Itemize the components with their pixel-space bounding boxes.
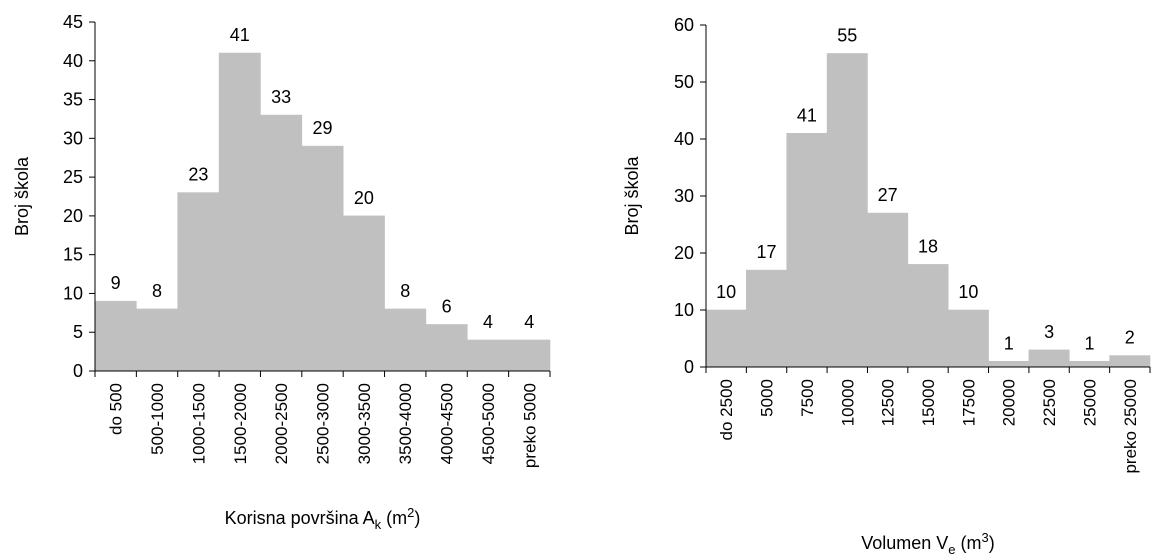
data-label: 17 bbox=[757, 242, 777, 262]
y-tick-label: 10 bbox=[674, 300, 694, 320]
x-tick-label: 7500 bbox=[798, 379, 817, 417]
bar-25000 bbox=[1068, 360, 1110, 368]
bar-do-2500 bbox=[705, 309, 747, 368]
x-axis-title: Volumen Ve (m3) bbox=[861, 530, 995, 557]
y-tick-label: 40 bbox=[674, 129, 694, 149]
bar-1500-2000 bbox=[218, 52, 261, 372]
data-label: 2 bbox=[1125, 328, 1135, 348]
y-tick-label: 30 bbox=[63, 128, 83, 148]
bar-10000 bbox=[826, 53, 868, 368]
data-label: 41 bbox=[230, 25, 250, 45]
x-tick-label: 3000-3500 bbox=[355, 383, 374, 464]
y-tick-label: 0 bbox=[73, 361, 83, 381]
x-tick-label: 22500 bbox=[1040, 379, 1059, 426]
bar-do-500 bbox=[94, 300, 137, 372]
bar-500-1000 bbox=[136, 308, 179, 372]
data-label: 6 bbox=[442, 296, 452, 316]
y-tick-label: 35 bbox=[63, 90, 83, 110]
x-tick-label: 4000-4500 bbox=[438, 383, 457, 464]
bar-22500 bbox=[1028, 349, 1070, 368]
data-label: 1 bbox=[1004, 333, 1014, 353]
x-tick-label: 4500-5000 bbox=[479, 383, 498, 464]
data-label: 10 bbox=[716, 282, 736, 302]
y-tick-label: 10 bbox=[63, 283, 83, 303]
data-label: 23 bbox=[188, 165, 208, 185]
data-label: 10 bbox=[958, 282, 978, 302]
x-tick-label: do 500 bbox=[107, 383, 126, 435]
y-tick-label: 15 bbox=[63, 245, 83, 265]
data-label: 3 bbox=[1044, 322, 1054, 342]
bar-17500 bbox=[947, 309, 989, 368]
x-tick-label: 5000 bbox=[758, 379, 777, 417]
x-tick-label: 2500-3000 bbox=[314, 383, 333, 464]
x-tick-label: preko 25000 bbox=[1121, 379, 1140, 474]
x-tick-label: 2000-2500 bbox=[272, 383, 291, 464]
bar-20000 bbox=[988, 360, 1030, 368]
data-label: 9 bbox=[111, 273, 121, 293]
bar-4000-4500 bbox=[425, 324, 468, 372]
bar-5000 bbox=[746, 269, 788, 368]
bar-preko-25000 bbox=[1109, 355, 1151, 368]
data-label: 33 bbox=[271, 87, 291, 107]
y-tick-label: 5 bbox=[73, 322, 83, 342]
x-tick-label: 12500 bbox=[879, 379, 898, 426]
bar-12500 bbox=[867, 212, 909, 368]
x-tick-label: 15000 bbox=[919, 379, 938, 426]
y-tick-label: 60 bbox=[674, 15, 694, 35]
data-label: 20 bbox=[354, 188, 374, 208]
y-tick-label: 20 bbox=[674, 243, 694, 263]
x-tick-label: 17500 bbox=[959, 379, 978, 426]
bar-7500 bbox=[786, 133, 828, 368]
data-label: 4 bbox=[483, 312, 493, 332]
bar-15000 bbox=[907, 264, 949, 368]
data-label: 55 bbox=[837, 26, 857, 46]
bar-3500-4000 bbox=[384, 308, 427, 372]
x-tick-label: do 2500 bbox=[717, 379, 736, 440]
data-label: 1 bbox=[1084, 333, 1094, 353]
x-tick-label: 20000 bbox=[1000, 379, 1019, 426]
y-tick-label: 0 bbox=[684, 357, 694, 377]
data-label: 41 bbox=[797, 105, 817, 125]
data-label: 27 bbox=[878, 185, 898, 205]
y-tick-label: 25 bbox=[63, 167, 83, 187]
x-tick-label: preko 5000 bbox=[520, 383, 539, 468]
data-label: 8 bbox=[400, 281, 410, 301]
bar-1000-1500 bbox=[177, 192, 220, 372]
bar-4500-5000 bbox=[466, 339, 509, 372]
bar-preko-5000 bbox=[508, 339, 551, 372]
y-tick-label: 40 bbox=[63, 51, 83, 71]
bar-2500-3000 bbox=[301, 145, 344, 372]
data-label: 18 bbox=[918, 236, 938, 256]
bar-3000-3500 bbox=[342, 215, 385, 372]
x-tick-label: 3500-4000 bbox=[396, 383, 415, 464]
x-tick-label: 10000 bbox=[838, 379, 857, 426]
y-tick-label: 50 bbox=[674, 72, 694, 92]
bar-2000-2500 bbox=[260, 114, 303, 372]
data-label: 4 bbox=[524, 312, 534, 332]
y-tick-label: 45 bbox=[63, 12, 83, 32]
data-label: 29 bbox=[312, 118, 332, 138]
y-tick-label: 30 bbox=[674, 186, 694, 206]
x-tick-label: 25000 bbox=[1080, 379, 1099, 426]
y-axis-title: Broj škola bbox=[12, 156, 32, 236]
x-axis-title: Korisna površina Ak (m2) bbox=[225, 505, 421, 532]
data-label: 8 bbox=[152, 281, 162, 301]
y-tick-label: 20 bbox=[63, 206, 83, 226]
y-axis-title: Broj škola bbox=[622, 155, 642, 235]
x-tick-label: 1000-1500 bbox=[189, 383, 208, 464]
x-tick-label: 500-1000 bbox=[148, 383, 167, 455]
x-tick-label: 1500-2000 bbox=[231, 383, 250, 464]
